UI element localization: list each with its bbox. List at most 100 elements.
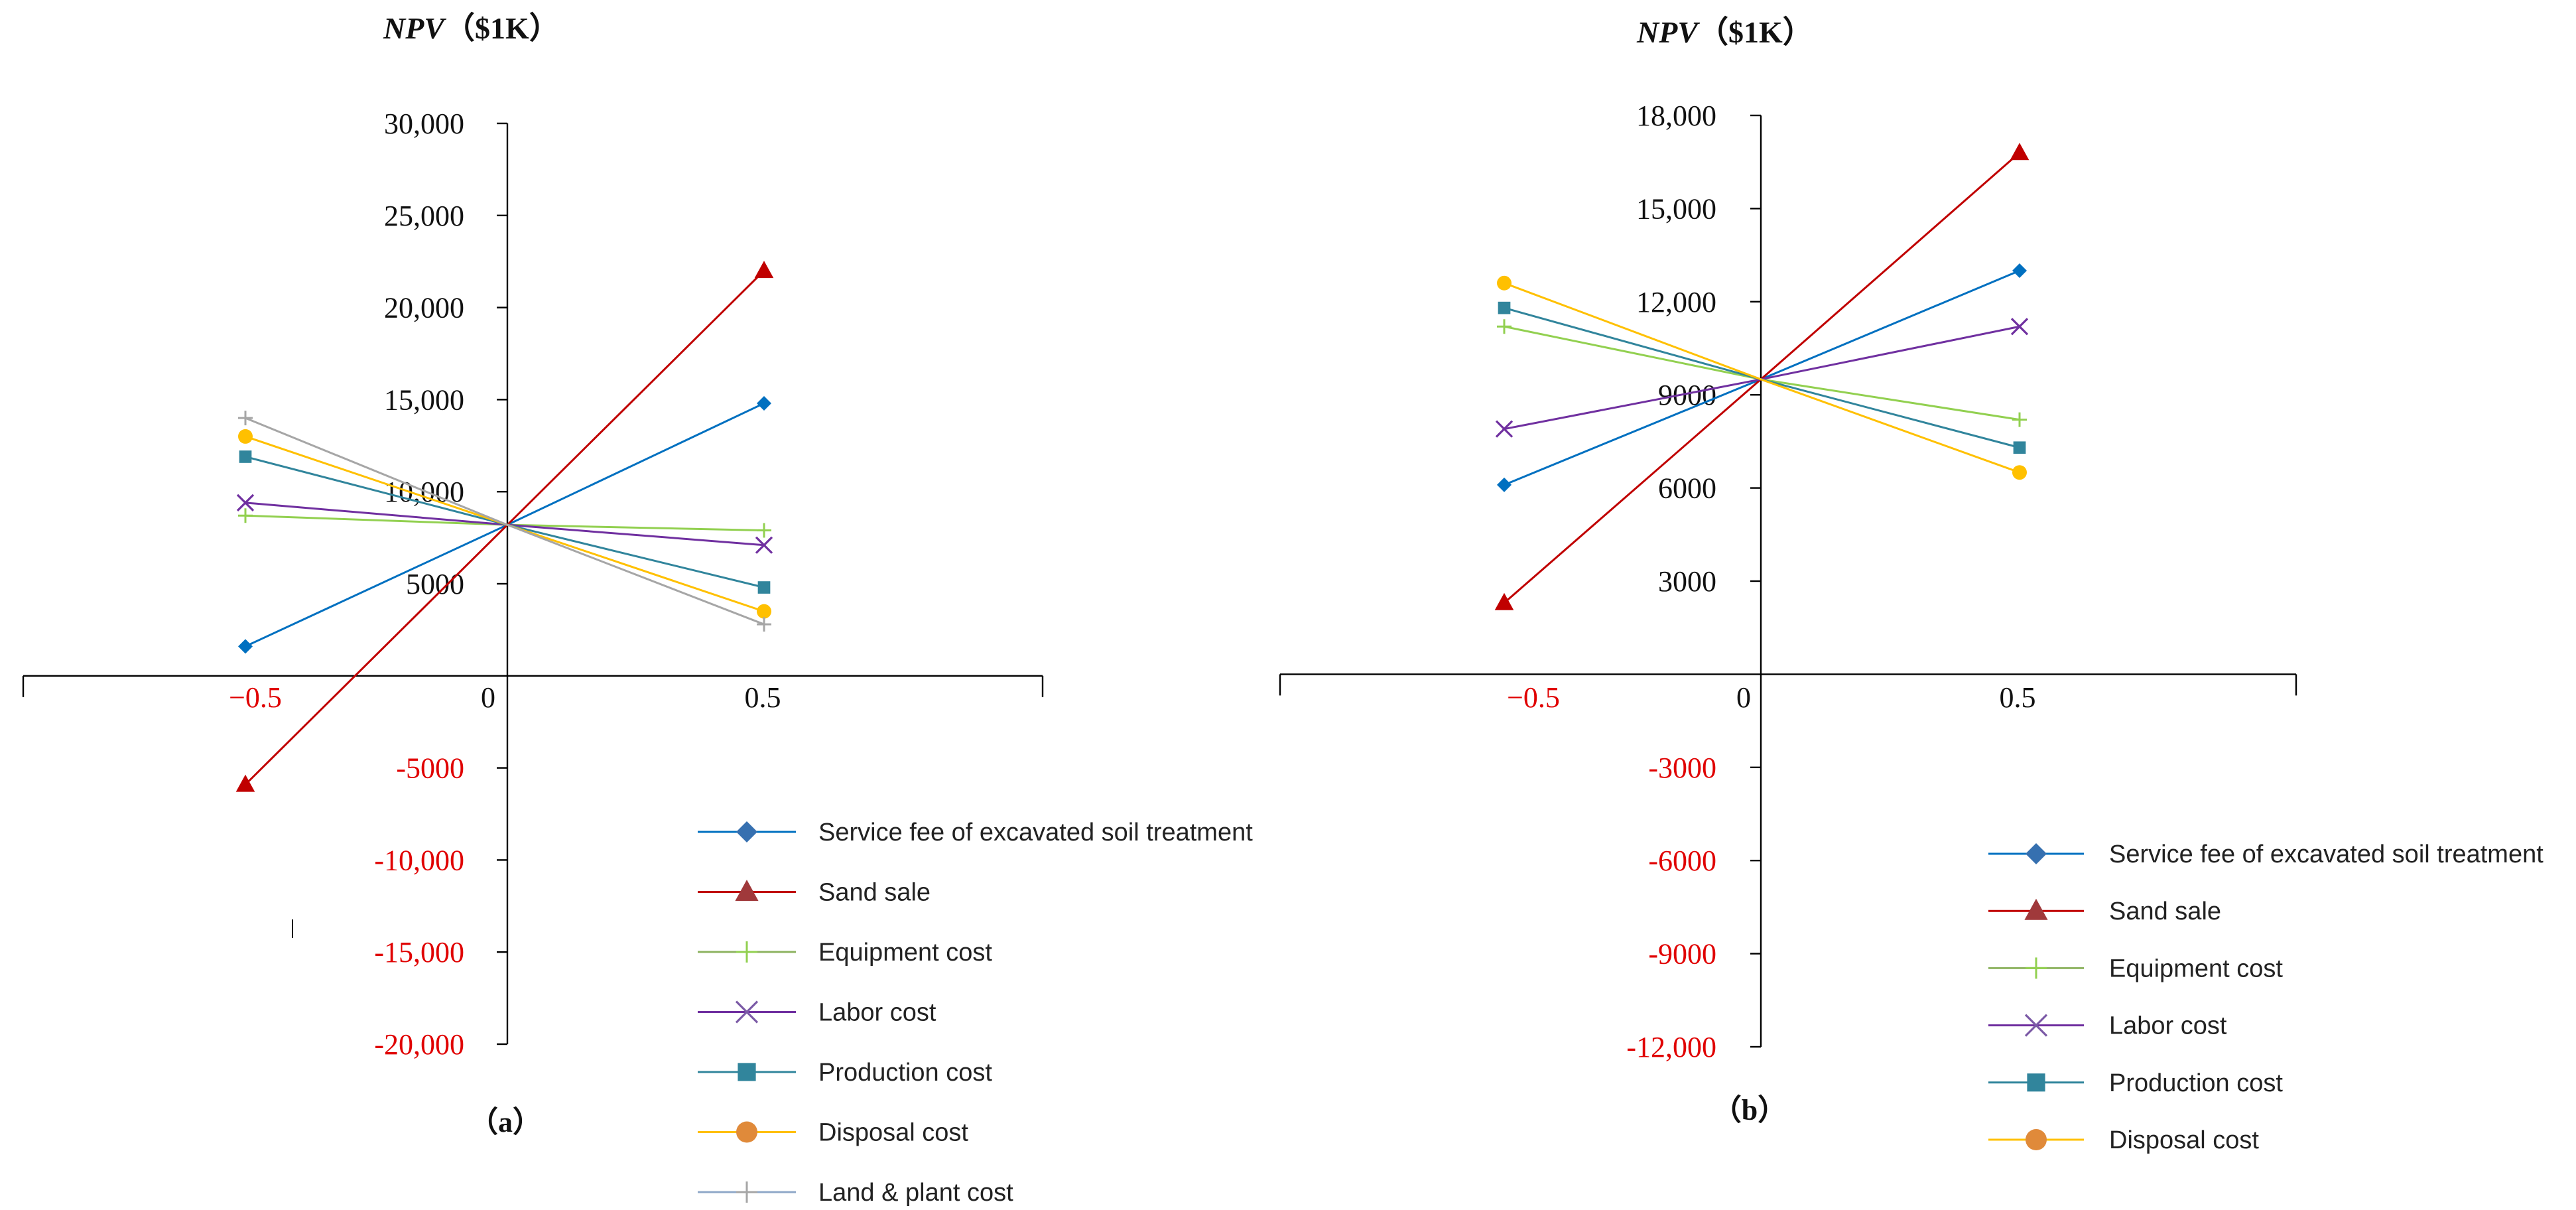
legend-item: Production cost: [698, 1059, 992, 1087]
data-point: [1497, 319, 1512, 334]
data-point: [1498, 301, 1511, 314]
legend-label: Disposal cost: [2109, 1126, 2259, 1154]
legend-marker-icon: [736, 1181, 757, 1203]
data-point: [2012, 412, 2027, 427]
y-tick-label: 18,000: [1636, 100, 1716, 132]
y-tick-label: 25,000: [384, 200, 464, 232]
title-unit: （$1K）: [1698, 15, 1813, 49]
legend-marker-icon: [2024, 1014, 2048, 1037]
y-tick-label: -3000: [1648, 752, 1716, 784]
data-point: [236, 494, 255, 511]
y-tick-label: 5000: [406, 568, 464, 600]
legend-label: Sand sale: [818, 879, 931, 907]
chart-panel-a: 30,00025,00020,00015,00010,0005000-5000-…: [22, 11, 1253, 1207]
data-point: [755, 536, 773, 554]
y-tick-label: 3000: [1658, 565, 1716, 598]
legend-label: Disposal cost: [818, 1119, 968, 1147]
data-point: [1495, 420, 1513, 438]
data-point: [757, 523, 771, 538]
data-point: [757, 581, 771, 594]
legend-label: Production cost: [2109, 1069, 2283, 1097]
series-line: [1504, 282, 2020, 474]
legend-marker-icon: [2024, 898, 2048, 920]
x-tick-label: 0.5: [2000, 681, 2036, 714]
y-tick-label: -5000: [396, 752, 464, 785]
legend-label: Equipment cost: [2109, 955, 2283, 982]
legend-marker-icon: [2026, 843, 2047, 864]
data-point: [238, 639, 253, 654]
chart-panel-b: 18,000 15,000 12,000 9000 6000 3000 -3000 -6000…: [1279, 15, 2544, 1154]
legend-marker-icon: [736, 821, 757, 842]
data-point: [1497, 275, 1512, 291]
legend-label: Service fee of excavated soil treatment: [2109, 840, 2544, 868]
legend-item: Service fee of excavated soil treatment: [1988, 840, 2544, 868]
y-tick-label: -6000: [1648, 844, 1716, 877]
legend-item: Service fee of excavated soil treatment: [698, 819, 1253, 846]
data-point: [1494, 592, 1514, 610]
x-tick-label: 0.5: [745, 681, 781, 714]
legend-item: Disposal cost: [698, 1119, 968, 1147]
data-point: [757, 395, 771, 411]
legend-marker-icon: [736, 941, 757, 963]
legend-marker-icon: [735, 880, 759, 902]
legend-label: Land & plant cost: [818, 1179, 1013, 1207]
legend-item: Equipment cost: [1988, 955, 2283, 982]
legend-marker-icon: [738, 1063, 756, 1081]
legend-label: Labor cost: [2109, 1012, 2227, 1040]
x-tick-label: −0.5: [1507, 681, 1560, 714]
y-tick-label: 6000: [1658, 472, 1716, 505]
legend-marker-icon: [2026, 1129, 2047, 1150]
series-sand-sale: [1494, 143, 2029, 610]
data-point: [2012, 263, 2027, 278]
series-line: [245, 456, 765, 589]
y-tick-label: -10,000: [374, 844, 464, 876]
panel-label: （b）: [1712, 1094, 1787, 1126]
y-tick-label: -15,000: [374, 936, 464, 969]
legend-marker-icon: [2027, 1073, 2045, 1092]
series-land-plant-cost: [238, 411, 771, 632]
series-line: [1504, 152, 2020, 604]
data-point: [2012, 465, 2027, 480]
data-point: [238, 429, 253, 444]
y-tick-label: -9000: [1648, 938, 1716, 971]
x-tick-label: −0.5: [229, 681, 282, 714]
chart-title: NPV（$1K）: [1636, 15, 1813, 49]
legend: Service fee of excavated soil treatment S…: [698, 819, 1253, 1207]
legend-item: Disposal cost: [1988, 1126, 2259, 1154]
chart-title: NPV（$1K）: [383, 11, 560, 45]
legend-item: Land & plant cost: [698, 1179, 1013, 1207]
legend-label: Service fee of excavated soil treatment: [818, 819, 1253, 846]
legend-label: Sand sale: [2109, 898, 2221, 925]
legend-item: Sand sale: [698, 879, 931, 907]
y-tick-label: 12,000: [1636, 286, 1716, 318]
legend-marker-icon: [735, 1000, 759, 1024]
series-line: [244, 270, 765, 785]
y-tick-label: 15,000: [384, 383, 464, 416]
data-point: [238, 411, 253, 426]
title-unit: （$1K）: [444, 11, 560, 45]
title-italic: NPV: [383, 11, 446, 45]
data-point: [235, 774, 255, 792]
series-line: [1504, 325, 2020, 421]
series-disposal-cost: [1497, 275, 2027, 480]
legend-item: Production cost: [1988, 1069, 2283, 1097]
data-point: [757, 617, 771, 632]
series-equipment-cost: [1497, 319, 2027, 427]
data-point: [2010, 318, 2029, 336]
y-tick-label: -12,000: [1626, 1031, 1716, 1063]
series-line: [245, 417, 765, 626]
legend-marker-icon: [2026, 957, 2047, 979]
y-tick-label: -20,000: [374, 1028, 464, 1061]
y-tick-label: 20,000: [384, 292, 464, 324]
y-tick-label: 15,000: [1636, 192, 1716, 225]
title-italic: NPV: [1636, 15, 1700, 49]
data-point: [754, 261, 774, 279]
legend-label: Labor cost: [818, 999, 936, 1027]
data-point: [2010, 143, 2029, 161]
data-point: [239, 450, 252, 463]
data-point: [238, 508, 253, 523]
x-tick-label: 0: [1736, 681, 1751, 714]
panel-label: （a）: [469, 1106, 542, 1138]
data-point: [757, 604, 771, 619]
